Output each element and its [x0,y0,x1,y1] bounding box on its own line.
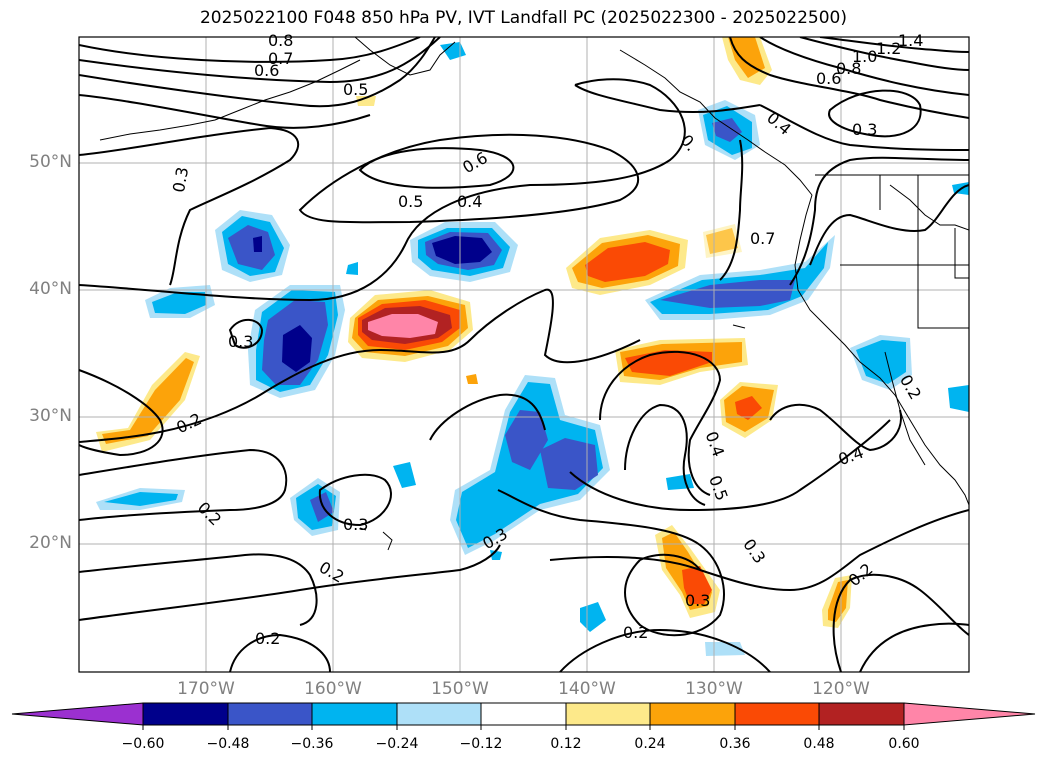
coastlines [99,37,969,551]
lon-label: 160°W [304,679,362,699]
positive-anomaly [102,358,194,444]
negative-anomaly [580,602,606,632]
negative-anomaly [228,225,275,270]
lat-label: 50°N [29,152,72,172]
figure-title: 2025022100 F048 850 hPa PV, IVT Landfall… [199,8,847,28]
lon-label: 150°W [431,679,489,699]
contour-label: 0.3 [343,515,368,534]
positive-anomaly [466,374,478,384]
lat-label: 20°N [29,533,72,553]
negative-anomaly [432,236,492,264]
positive-anomaly [356,96,376,106]
negative-anomaly [660,280,795,308]
positive-anomaly [682,566,712,604]
contour-label: 0.5 [705,473,732,503]
negative-anomaly [152,292,206,314]
contour-label: 0.3 [739,535,769,567]
colorbar [11,702,1036,730]
colorbar-segment [142,702,229,726]
contour-label: 0.6 [254,61,279,80]
negative-anomaly [346,262,358,275]
contour-label: 0.2 [194,498,225,529]
negative-anomaly [856,340,906,384]
contour-label: 0.3 [169,166,192,194]
lat-label: 40°N [29,279,72,299]
colorbar-tick-label: 0.12 [550,736,582,752]
colorbar-tick-label: −0.48 [206,736,250,752]
contour-label: 0.4 [702,429,729,459]
negative-anomaly [712,118,742,142]
colorbar-segment [818,702,905,726]
colorbar-tick-label: 0.36 [719,736,751,752]
colorbar-segment [565,702,651,726]
colorbar-tick-label: 0.24 [634,736,666,752]
contour-label: 0.2 [316,557,348,586]
negative-anomaly [540,438,598,490]
colorbar-segment [396,702,482,726]
contour-label: 0.3 [228,332,253,351]
contour-label: 0.8 [268,31,293,50]
negative-anomaly [705,642,745,656]
positive-anomaly [703,224,742,258]
contour-label: 0.5 [343,80,368,99]
lon-label: 130°W [685,679,743,699]
colorbar-tick-label: −0.12 [459,736,503,752]
positive-anomaly [368,314,438,338]
negative-anomaly [104,492,178,506]
positive-anomaly [585,242,670,282]
lat-label: 30°N [29,406,72,426]
contour-label: 0.2 [255,629,280,648]
negative-anomaly [282,325,312,372]
contour-label: 1.2 [876,39,901,58]
contour-label: 0.3 [852,120,877,139]
colorbar-extend-max [903,702,1036,726]
contour-label: 0.5 [398,192,423,211]
contour-label: 0.6 [459,148,491,177]
contour-label: 0.4 [763,108,795,139]
pv-contours [79,37,969,672]
contour-label: 0.4 [457,192,482,211]
contour-label: 0. [677,131,701,155]
colorbar-tick-label: −0.36 [290,736,334,752]
contour-label: 1.4 [898,31,923,50]
lon-label: 120°W [812,679,870,699]
colorbar-tick-label: 0.48 [803,736,835,752]
colorbar-segment [649,702,736,726]
colorbar-tick-label: −0.24 [375,736,419,752]
contour-label: 0.7 [750,229,775,248]
shaded-anomalies [96,37,969,656]
negative-anomaly [253,236,262,252]
colorbar-segment [227,702,313,726]
negative-anomaly [505,410,548,470]
contour-label: 1.0 [852,47,877,66]
colorbar-segment [480,702,567,726]
negative-anomaly [666,474,694,490]
negative-anomaly [948,385,969,412]
graticule [79,37,969,672]
lon-label: 170°W [177,679,235,699]
lon-label: 140°W [558,679,616,699]
contour-label: 0.2 [173,409,204,437]
contour-label: 0.6 [816,69,841,88]
contour-label: 0.7 [268,49,293,68]
map-frame [78,36,970,673]
contour-label: 0.8 [836,59,861,78]
contour-label: 0.3 [685,591,710,610]
colorbar-tick-label: 0.60 [888,736,920,752]
colorbar-segment [734,702,820,726]
colorbar-segment [311,702,398,726]
colorbar-tick-label: −0.60 [121,736,165,752]
positive-anomaly [735,396,762,420]
contour-label: 0.2 [623,623,648,642]
colorbar-extend-min [11,702,144,726]
negative-anomaly [393,462,416,488]
